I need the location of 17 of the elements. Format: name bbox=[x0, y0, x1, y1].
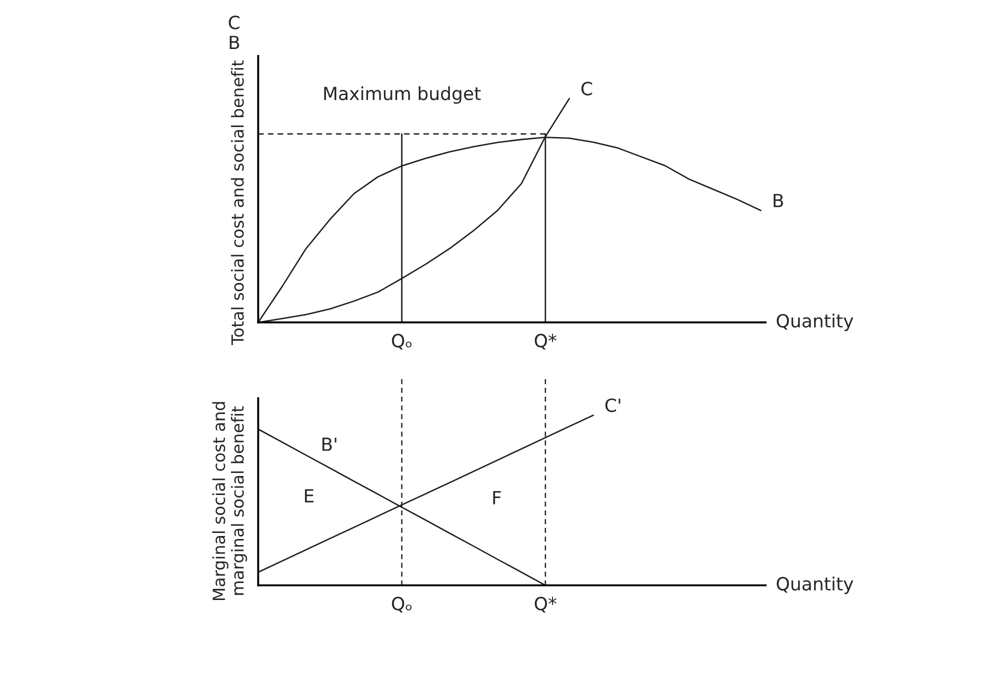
y-axis-title: Marginal social cost and marginal social benefit bbox=[212, 402, 248, 600]
series-label: C bbox=[581, 82, 592, 96]
x-axis-title: Quantity bbox=[776, 576, 854, 594]
x-tick-label: Qₒ bbox=[392, 334, 412, 350]
x-axis-title: Quantity bbox=[776, 314, 854, 332]
x-tick-label: Qₒ bbox=[392, 596, 412, 612]
series-label: C' bbox=[605, 398, 620, 412]
x-tick-label: Q* bbox=[534, 334, 556, 350]
annotation: F bbox=[493, 491, 501, 504]
x-tick-label: Q* bbox=[534, 596, 556, 612]
series-label: B bbox=[774, 194, 784, 208]
text: C bbox=[228, 16, 240, 30]
series-label: B' bbox=[322, 438, 336, 451]
annotation: E bbox=[304, 489, 314, 502]
text: B bbox=[230, 36, 240, 49]
y-axis-title: Total social cost and social benefit bbox=[230, 60, 244, 346]
series-label: Maximum budget bbox=[324, 86, 481, 104]
